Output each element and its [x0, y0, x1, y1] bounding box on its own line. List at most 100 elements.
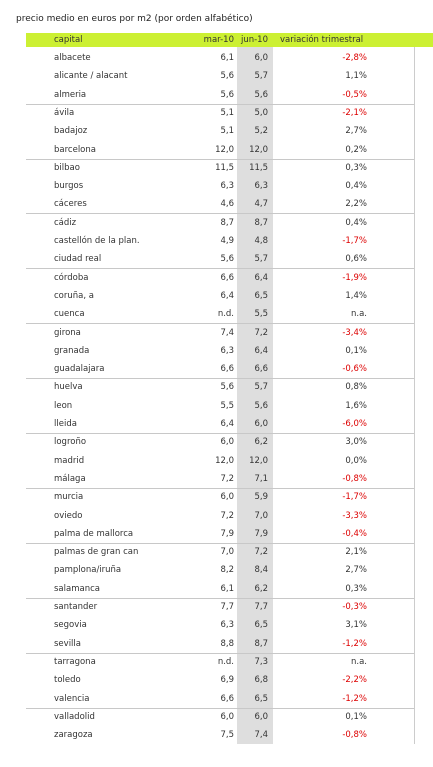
value-mar: 7,0	[220, 547, 234, 558]
value-jun: 5,5	[254, 309, 268, 320]
city: sevilla	[54, 638, 81, 649]
variation: -1,7%	[342, 236, 367, 246]
value-jun: 6,2	[254, 583, 268, 594]
value-mar: 7,4	[220, 327, 234, 338]
value-jun: 5,7	[254, 382, 268, 393]
value-mar: 6,0	[220, 711, 234, 722]
value-mar: 6,6	[220, 272, 234, 283]
variation: 0,6%	[345, 254, 367, 265]
city: bilbao	[54, 162, 80, 173]
value-mar: 7,2	[220, 510, 234, 521]
variation: 0,8%	[345, 382, 367, 393]
variation: -1,2%	[342, 638, 367, 649]
city: ciudad real	[54, 254, 102, 265]
variation: -6,0%	[342, 419, 367, 429]
value-jun: 6,4	[254, 272, 268, 283]
value-mar: 7,9	[220, 528, 234, 539]
city: pamplona/iruña	[54, 565, 122, 576]
value-jun: 5,7	[254, 254, 268, 265]
city: guadalajara	[54, 364, 105, 375]
header-mar: mar-10	[203, 35, 234, 45]
city: badajoz	[54, 126, 88, 137]
value-jun: 6,0	[254, 53, 268, 63]
city: cádiz	[54, 217, 77, 228]
city: valladolid	[54, 711, 95, 722]
variation: -0,8%	[342, 473, 367, 484]
value-mar: 7,5	[220, 730, 234, 741]
value-jun: 6,5	[254, 620, 268, 631]
variation: 1,1%	[345, 71, 367, 82]
value-mar: 5,6	[220, 71, 234, 82]
header-bar	[26, 33, 433, 47]
value-jun: 4,8	[254, 236, 268, 246]
value-mar: 8,7	[220, 217, 234, 228]
variation: 0,3%	[345, 583, 367, 594]
variation: -2,8%	[342, 53, 367, 63]
variation: 2,2%	[345, 199, 367, 210]
row-separator	[26, 487, 414, 489]
variation: 2,7%	[345, 126, 367, 137]
value-mar: 8,8	[220, 638, 234, 649]
value-mar: 4,9	[220, 236, 234, 246]
value-jun: 5,9	[254, 492, 268, 503]
value-mar: 12,0	[215, 455, 234, 466]
row-separator	[26, 323, 414, 325]
variation: 0,0%	[345, 455, 367, 466]
row-separator	[26, 652, 414, 654]
variation: 3,0%	[345, 437, 367, 448]
value-mar: 5,6	[220, 89, 234, 100]
value-jun: 6,5	[254, 693, 268, 704]
variation: 0,3%	[345, 162, 367, 173]
value-mar: 12,0	[215, 144, 234, 155]
highlight-column	[237, 47, 273, 744]
variation: -3,3%	[342, 510, 367, 521]
city: barcelona	[54, 144, 96, 155]
value-jun: 6,6	[254, 364, 268, 375]
city: girona	[54, 327, 81, 338]
value-jun: 6,4	[254, 345, 268, 356]
value-jun: 5,7	[254, 71, 268, 82]
city: santander	[54, 602, 98, 612]
value-jun: 6,2	[254, 437, 268, 448]
variation: 0,4%	[345, 217, 367, 228]
value-mar: 6,4	[220, 419, 234, 429]
value-jun: 8,7	[254, 217, 268, 228]
row-separator	[26, 158, 414, 160]
value-jun: 12,0	[249, 144, 268, 155]
value-jun: 5,6	[254, 400, 268, 411]
variation: -1,9%	[342, 272, 367, 283]
value-jun: 8,7	[254, 638, 268, 649]
variation: 3,1%	[345, 620, 367, 631]
value-jun: 8,4	[254, 565, 268, 576]
city: granada	[54, 345, 90, 356]
city: lleida	[54, 419, 77, 429]
city: alicante / alacant	[54, 71, 128, 82]
value-mar: 5,6	[220, 254, 234, 265]
city: málaga	[54, 473, 86, 484]
variation: 0,1%	[345, 345, 367, 356]
value-mar: 5,5	[220, 400, 234, 411]
variation: n.a.	[351, 656, 367, 667]
variation: 0,4%	[345, 181, 367, 192]
value-jun: 5,2	[254, 126, 268, 137]
city: palmas de gran can	[54, 547, 139, 558]
city: salamanca	[54, 583, 100, 594]
variation: -0,3%	[342, 602, 367, 612]
value-jun: 7,1	[254, 473, 268, 484]
value-mar: 6,0	[220, 492, 234, 503]
value-mar: 6,9	[220, 675, 234, 686]
value-mar: 6,6	[220, 364, 234, 375]
row-separator	[26, 597, 414, 599]
variation: 1,4%	[345, 290, 367, 301]
city: madrid	[54, 455, 85, 466]
variation: -2,2%	[342, 675, 367, 686]
variation: 0,1%	[345, 711, 367, 722]
city: albacete	[54, 53, 91, 63]
value-mar: 6,1	[220, 53, 234, 63]
value-mar: n.d.	[217, 309, 234, 320]
variation: -2,1%	[342, 107, 367, 118]
value-mar: 6,4	[220, 290, 234, 301]
row-separator	[26, 707, 414, 709]
row-separator	[26, 103, 414, 105]
value-jun: 12,0	[249, 455, 268, 466]
